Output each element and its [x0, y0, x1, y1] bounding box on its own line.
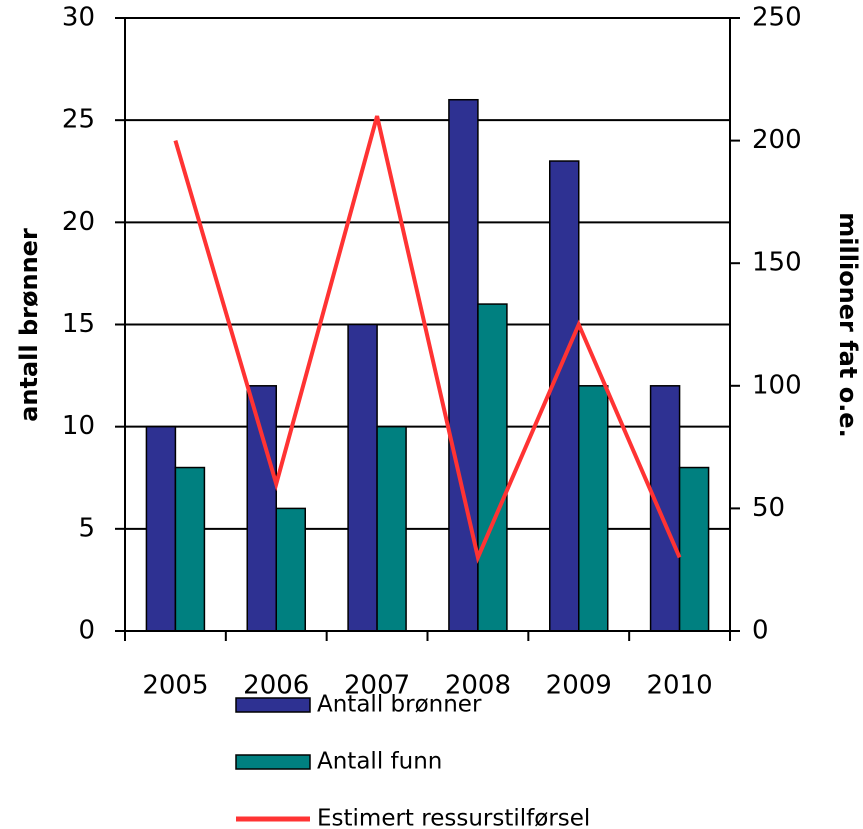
- bar: [174, 466, 206, 632]
- bar: [275, 507, 306, 632]
- x-tick-label: 2010: [646, 671, 712, 701]
- y2-tick-label: 0: [752, 616, 769, 646]
- y2-tick-label: 100: [752, 370, 802, 400]
- bar: [578, 385, 609, 632]
- y2-tick-label: 50: [752, 493, 785, 523]
- legend-label: Antall funn: [317, 749, 442, 775]
- y-tick-label: 5: [78, 513, 95, 543]
- y-tick-label: 20: [62, 207, 95, 237]
- y2-tick-label: 150: [752, 248, 802, 278]
- bar: [448, 98, 479, 632]
- bar: [246, 385, 277, 632]
- legend-label: Antall brønner: [317, 692, 482, 718]
- bar: [477, 303, 508, 632]
- y-tick-label: 15: [62, 309, 95, 339]
- y2-tick-label: 200: [752, 125, 802, 155]
- y-tick-label: 25: [62, 105, 95, 135]
- legend-swatch: [235, 697, 311, 713]
- y-tick-label: 10: [62, 411, 95, 441]
- bar: [376, 425, 407, 632]
- y-axis-label: antall brønner: [15, 228, 43, 422]
- bar: [145, 425, 177, 632]
- x-tick-label: 2008: [445, 671, 511, 701]
- bar: [678, 466, 710, 632]
- bar: [549, 160, 580, 632]
- x-tick-label: 2007: [344, 671, 410, 701]
- legend-swatch: [235, 754, 311, 770]
- bar: [649, 385, 681, 632]
- line: [173, 115, 682, 564]
- y-tick-label: 0: [78, 616, 95, 646]
- x-tick-label: 2006: [243, 671, 309, 701]
- bar: [347, 323, 378, 632]
- x-tick-label: 2009: [546, 671, 612, 701]
- y-tick-label: 30: [62, 3, 95, 33]
- y2-tick-label: 250: [752, 3, 802, 33]
- x-tick-label: 2005: [142, 671, 208, 701]
- y2-axis-label: millioner fat o.e.: [834, 212, 862, 437]
- legend-label: Estimert ressurstilførsel: [317, 806, 590, 829]
